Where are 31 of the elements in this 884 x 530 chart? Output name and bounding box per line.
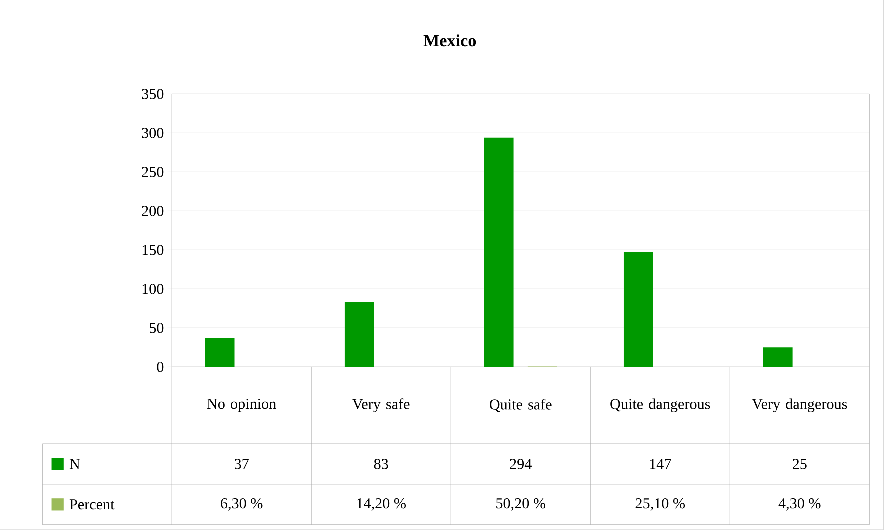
x-tick-label: No opinion [207,398,276,412]
data-label: 14,20 % [357,498,406,511]
y-tick-label: 300 [142,128,164,138]
x-tick-label: Very safe [352,398,410,412]
x-tick-label: Quite dangerous [610,398,710,412]
data-label: 6,30 % [221,498,263,511]
data-label: 294 [510,459,532,470]
y-tick-label: 100 [142,284,164,294]
data-label: 147 [650,459,672,470]
bar [763,348,793,368]
data-label: 83 [374,459,388,470]
legend-label: Percent [70,500,115,510]
y-tick-label: 250 [142,167,164,178]
legend-label: N [70,459,80,470]
x-tick-label: Very dangerous [752,398,848,412]
y-tick-label: 150 [142,245,164,256]
y-tick-label: 350 [142,89,164,100]
chart-title: Mexico [424,34,476,47]
y-tick-label: 50 [150,323,164,334]
x-tick-label: Quite safe [490,398,552,412]
data-label: 37 [235,459,249,470]
data-label: 25,10 % [636,498,686,511]
bar [484,138,514,368]
data-label: 50,20 % [496,498,546,511]
data-label: 4,30 % [778,498,821,511]
bar [344,302,374,368]
data-label: 25 [792,459,807,470]
bar [205,338,235,368]
y-tick-label: 0 [157,362,164,372]
bar [624,252,654,368]
y-tick-label: 200 [142,206,164,216]
